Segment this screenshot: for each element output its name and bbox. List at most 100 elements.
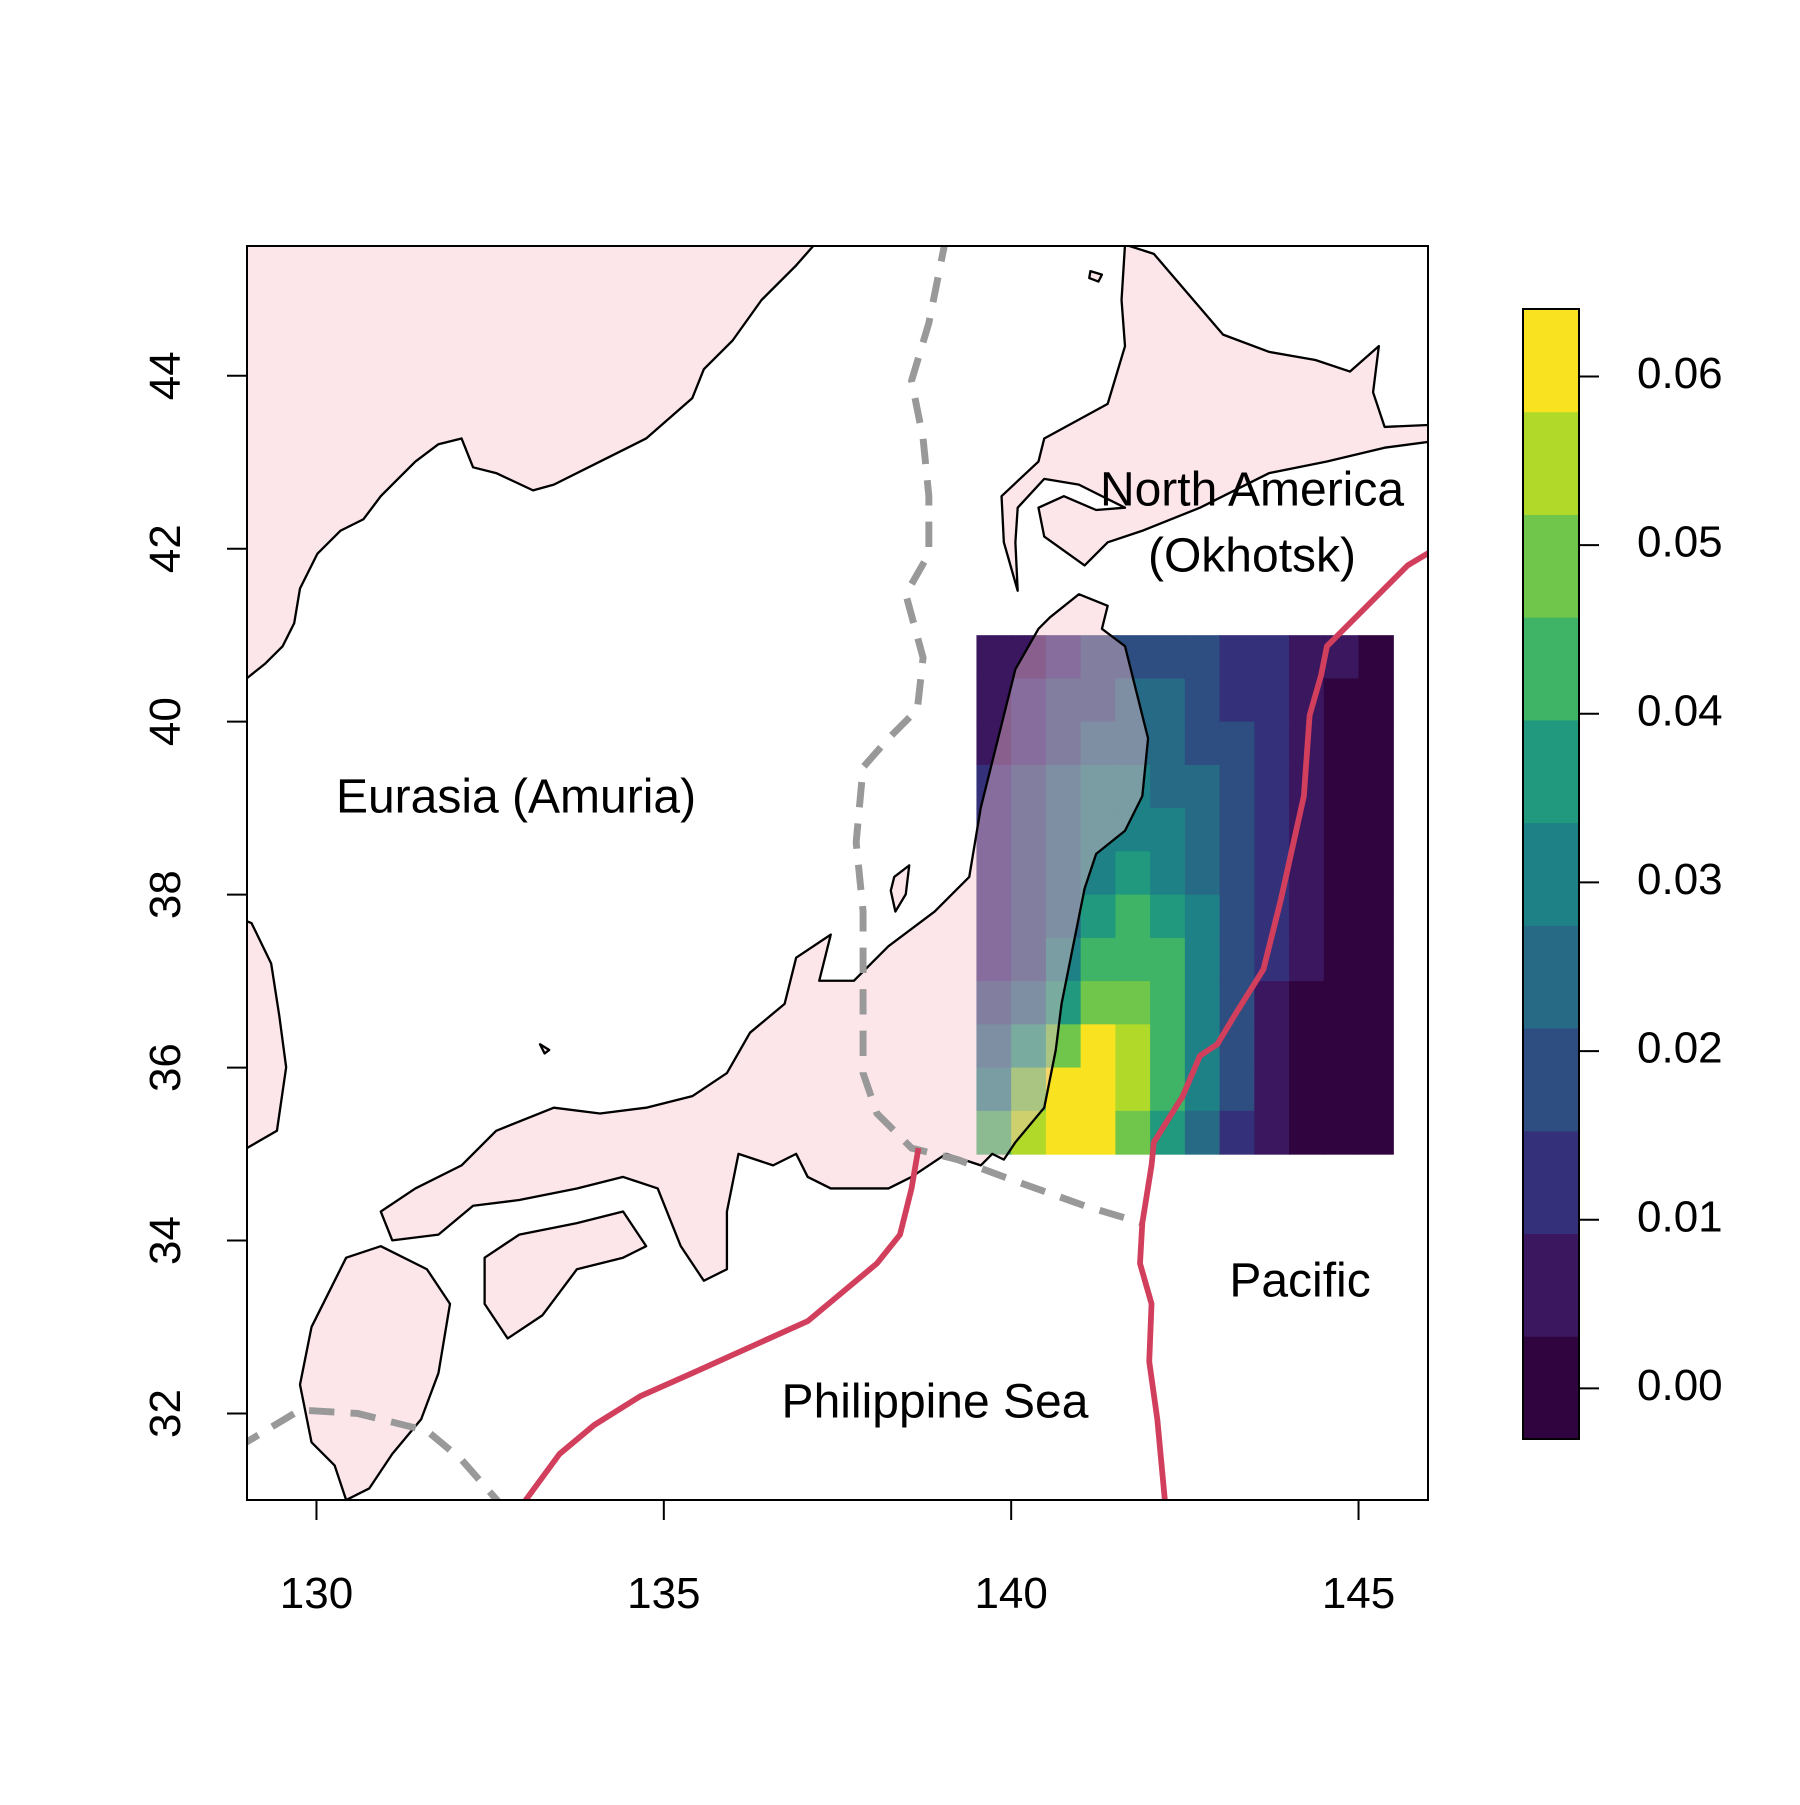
land-hokkaido: [1000, 246, 1428, 592]
heat-cell: [1289, 981, 1325, 1025]
heat-cell: [1323, 851, 1360, 896]
heat-cell: [1150, 721, 1186, 766]
heat-cell: [1184, 851, 1221, 896]
colorbar-band: [1523, 1028, 1579, 1132]
heat-cell: [1219, 808, 1255, 852]
heat-cell: [1184, 894, 1221, 939]
heat-cell: [1080, 1110, 1116, 1155]
plate-label: Philippine Sea: [782, 1376, 1089, 1429]
y-tick-label: 44: [141, 351, 190, 400]
colorbar-tick-label: 0.02: [1637, 1024, 1723, 1073]
heat-cell: [1358, 721, 1394, 766]
colorbar-band: [1523, 309, 1579, 413]
heat-cell: [1358, 981, 1394, 1025]
y-tick-label: 34: [141, 1216, 190, 1265]
heat-cell: [1080, 894, 1116, 939]
heat-cell: [1184, 937, 1221, 982]
heat-cell: [1323, 894, 1360, 939]
heat-cell: [1254, 808, 1290, 852]
heat-cell: [1184, 1110, 1221, 1155]
colorbar-tick-label: 0.03: [1637, 855, 1723, 904]
heat-cell: [976, 808, 1012, 852]
heat-cell: [1184, 678, 1221, 723]
heat-cell: [1254, 1024, 1290, 1069]
heat-cell: [976, 851, 1012, 896]
heat-cell: [1011, 1110, 1047, 1155]
heat-cell: [1254, 1067, 1290, 1112]
heat-cell: [1011, 635, 1047, 680]
heat-cell: [1358, 1024, 1394, 1069]
heat-cell: [1150, 764, 1186, 809]
heat-cell: [1011, 764, 1047, 809]
heat-cell: [1323, 1024, 1360, 1069]
heat-cell: [976, 678, 1012, 723]
heat-cell: [976, 894, 1012, 939]
heat-cell: [1289, 1110, 1325, 1155]
heat-cell: [1358, 1067, 1394, 1112]
land-honshu: [379, 593, 1150, 1282]
heat-cell: [1358, 937, 1394, 982]
heat-cell: [1323, 721, 1360, 766]
plate-boundary-dashed: [247, 1406, 502, 1500]
land-kyushu: [298, 1245, 452, 1500]
heat-cell: [1289, 851, 1325, 896]
heat-cell: [1080, 721, 1116, 766]
heat-cell: [1323, 981, 1360, 1025]
heat-cell: [1184, 981, 1221, 1025]
heat-cell: [1080, 635, 1116, 680]
heat-cell: [1254, 981, 1290, 1025]
colorbar-band: [1523, 719, 1579, 824]
heat-cell: [1115, 851, 1151, 896]
plate-label: North America: [1100, 464, 1404, 517]
land-island: [1088, 270, 1104, 283]
plate-boundary-trench: [1137, 549, 1428, 1500]
y-tick-label: 40: [141, 697, 190, 746]
heat-cell: [1150, 1024, 1186, 1069]
heat-cell: [1219, 678, 1255, 723]
x-tick-label: 130: [280, 1569, 353, 1618]
heat-cell: [1011, 721, 1047, 766]
heat-cell: [1045, 1110, 1082, 1155]
heat-cell: [1080, 678, 1116, 723]
heat-cell: [1080, 808, 1116, 852]
heat-cell: [1254, 678, 1290, 723]
heat-cell: [1011, 1067, 1047, 1112]
heat-cell: [1219, 851, 1255, 896]
colorbar-tick-label: 0.05: [1637, 518, 1723, 567]
heat-cell: [1184, 764, 1221, 809]
plate-label: (Okhotsk): [1148, 530, 1356, 583]
heat-cell: [1358, 635, 1394, 680]
colorbar-band: [1523, 514, 1579, 618]
heat-cell: [1254, 721, 1290, 766]
colorbar-band: [1523, 925, 1579, 1029]
colorbar-band: [1523, 1130, 1579, 1235]
colorbar-band: [1523, 822, 1579, 926]
heat-cell: [1254, 1110, 1290, 1155]
heat-cell: [1358, 894, 1394, 939]
map-layers: [247, 246, 1428, 1500]
heat-cell: [1219, 937, 1255, 982]
heat-cell: [976, 1067, 1012, 1112]
heat-cell: [1115, 937, 1151, 982]
plate-label: Pacific: [1229, 1255, 1370, 1308]
plate-label: Eurasia (Amuria): [336, 771, 696, 824]
heat-cell: [1011, 678, 1047, 723]
y-tick-label: 38: [141, 870, 190, 919]
heat-cell: [1184, 808, 1221, 852]
heat-cell: [1219, 1110, 1255, 1155]
heat-cell: [1045, 678, 1082, 723]
heat-cell: [1358, 851, 1394, 896]
colorbar-band: [1523, 617, 1579, 721]
heat-cell: [1289, 894, 1325, 939]
axes: 130 135 140 145 32 34 36 38 40 42 44: [141, 351, 1395, 1618]
heat-cell: [1219, 894, 1255, 939]
heat-cell: [1045, 721, 1082, 766]
heat-cell: [1011, 1024, 1047, 1069]
heat-cell: [1323, 1110, 1360, 1155]
heat-cell: [1080, 851, 1116, 896]
heat-cell: [1323, 808, 1360, 852]
heat-cell: [1219, 1067, 1255, 1112]
heat-cell: [976, 1110, 1012, 1155]
heat-cell: [1045, 851, 1082, 896]
